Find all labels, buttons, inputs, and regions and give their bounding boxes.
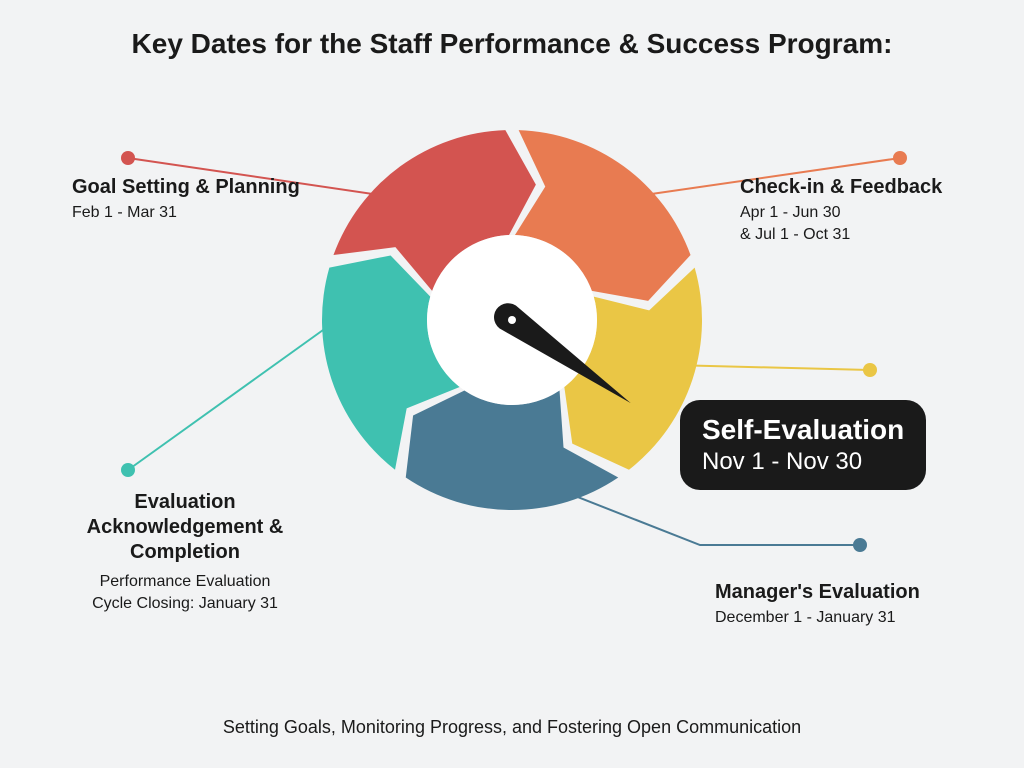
leader-dot: [853, 538, 867, 552]
label-date: Performance Evaluation Cycle Closing: Ja…: [70, 571, 300, 616]
leader-dot: [121, 151, 135, 165]
label-title: Manager's Evaluation: [715, 580, 975, 605]
cycle-wheel: [312, 120, 712, 520]
page-subtitle: Setting Goals, Monitoring Progress, and …: [0, 717, 1024, 738]
label-date: Apr 1 - Jun 30 & Jul 1 - Oct 31: [740, 202, 980, 247]
leader-dot: [121, 463, 135, 477]
label-date: December 1 - January 31: [715, 607, 975, 629]
label-completion: Evaluation Acknowledgement & Completion …: [70, 490, 300, 616]
label-date: Nov 1 - Nov 30: [702, 448, 904, 476]
label-date: Feb 1 - Mar 31: [72, 202, 312, 224]
label-title: Check-in & Feedback: [740, 175, 980, 200]
label-goal-setting: Goal Setting & Planning Feb 1 - Mar 31: [72, 175, 312, 224]
page-title: Key Dates for the Staff Performance & Su…: [0, 28, 1024, 60]
label-self-eval-highlight: Self-Evaluation Nov 1 - Nov 30: [680, 400, 926, 490]
label-manager-eval: Manager's Evaluation December 1 - Januar…: [715, 580, 975, 629]
pointer-pin: [508, 316, 516, 324]
label-check-in: Check-in & Feedback Apr 1 - Jun 30 & Jul…: [740, 175, 980, 247]
leader-dot: [863, 363, 877, 377]
label-title: Goal Setting & Planning: [72, 175, 312, 200]
leader-line: [128, 320, 337, 470]
label-title: Evaluation Acknowledgement & Completion: [70, 490, 300, 565]
label-title: Self-Evaluation: [702, 414, 904, 446]
leader-dot: [893, 151, 907, 165]
